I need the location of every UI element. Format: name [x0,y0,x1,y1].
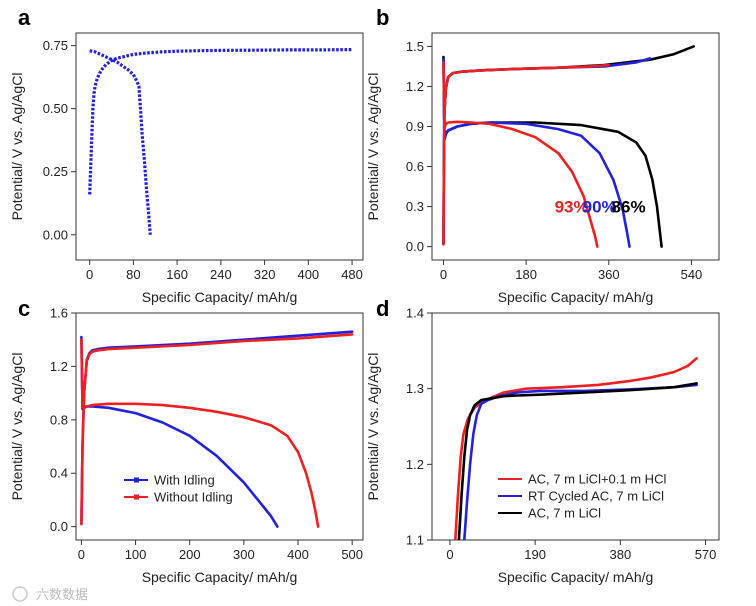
series-group [80,330,354,528]
legend-marker [134,477,139,483]
legend-label: AC, 7 m LiCl [528,506,601,521]
legend: AC, 7 m LiCl+0.1 m HCl RT Cycled AC, 7 m … [498,472,666,521]
x-tick-label: 570 [695,547,717,562]
x-tick-label: 190 [524,547,546,562]
x-axis-label: Specific Capacity/ mAh/g [142,289,298,305]
x-tick-label: 380 [609,547,631,562]
series-line-b-1 [442,55,663,248]
plot-frame [75,32,364,261]
y-tick-label: 0.4 [50,466,68,481]
retention-annotation: 86% [612,198,646,217]
panel-letter: a [18,5,31,30]
x-axis-label: Specific Capacity/ mAh/g [142,569,298,585]
legend-label: RT Cycled AC, 7 m LiCl [528,489,664,504]
x-tick-label: 0 [78,547,85,562]
x-tick-label: 240 [210,267,232,282]
x-tick-label: 80 [126,267,140,282]
x-tick-label: 360 [598,267,620,282]
y-tick-label: 1.2 [406,457,424,472]
y-tick-label: 1.5 [406,39,424,54]
y-tick-label: 0.6 [406,159,424,174]
panel-letter: d [376,296,389,321]
panel-a: a 0 80 160 240 320 400 480 0.00 0.25 0.50 0.75 Speci… [9,5,364,305]
y-axis-label: Potential/ V vs. Ag/AgCl [9,73,25,221]
x-tick-label: 100 [125,547,147,562]
x-tick-label: 320 [254,267,276,282]
legend-label: AC, 7 m LiCl+0.1 m HCl [528,472,666,487]
series-line-d-2 [457,382,698,540]
panel-b: b 0 180 360 540 0.0 0.3 0.6 0.9 1.2 1.5 Specific Ca… [365,5,720,305]
x-tick-label: 400 [297,267,319,282]
x-tick-label: 500 [341,547,363,562]
series-line-d-0 [453,357,698,540]
y-tick-label: 1.1 [406,533,424,548]
x-tick-label: 0 [446,547,453,562]
y-tick-label: 1.2 [406,79,424,94]
y-tick-label: 1.3 [406,381,424,396]
x-tick-label: 180 [515,267,537,282]
y-tick-label: 1.4 [406,306,424,321]
x-axis-label: Specific Capacity/ mAh/g [498,569,654,585]
series-group [88,48,353,235]
series-line-a-0 [88,48,353,195]
y-axis-label: Potential/ V vs. Ag/AgCl [365,353,381,501]
x-tick-label: 200 [179,547,201,562]
panel-letter: c [18,296,30,321]
series-line-b-4 [442,63,611,246]
series-line-b-5 [442,61,599,248]
series-line-b-3 [442,58,631,248]
y-tick-label: 0.8 [50,412,68,427]
watermark-text: 六数数据 [36,588,88,603]
y-tick-label: 0.3 [406,199,424,214]
y-tick-label: 0.0 [406,239,424,254]
panel-letter: b [376,5,389,30]
series-line-a-1 [89,49,152,235]
watermark-logo-icon [12,586,28,602]
series-group [453,357,698,540]
retention-annotation: 90% [583,198,617,217]
y-tick-label: 0.25 [43,164,68,179]
series-group [442,45,696,248]
x-tick-label: 0 [86,267,93,282]
y-axis-label: Potential/ V vs. Ag/AgCl [365,73,381,221]
x-tick-label: 300 [233,547,255,562]
y-tick-label: 0.50 [43,101,68,116]
y-tick-label: 0.0 [50,519,68,534]
retention-annotation: 93% [555,198,589,217]
y-tick-label: 1.6 [50,306,68,321]
legend-label: Without Idling [154,490,233,505]
panel-c: c 0 100 200 300 400 500 0.0 0.4 0.8 1.2 1.6 Specific… [9,296,364,585]
y-axis-label: Potential/ V vs. Ag/AgCl [9,353,25,501]
plot-frame [431,312,720,541]
series-line-c-2 [80,333,354,526]
y-tick-label: 1.2 [50,359,68,374]
y-tick-label: 0.00 [43,227,68,242]
legend-label: With Idling [154,473,215,488]
series-line-c-3 [80,338,320,528]
legend-marker [134,494,139,500]
legend: With Idling Without Idling [124,473,233,505]
plot-frame [75,312,364,541]
y-tick-label: 0.75 [43,38,68,53]
y-tick-label: 0.9 [406,119,424,134]
x-tick-label: 540 [681,267,703,282]
x-axis-label: Specific Capacity/ mAh/g [498,289,654,305]
panel-d: d 0 190 380 570 1.1 1.2 1.3 1.4 Specific Capacity… [365,296,720,585]
x-tick-label: 0 [440,267,447,282]
plot-frame [431,32,720,261]
x-tick-label: 160 [166,267,188,282]
x-tick-label: 400 [287,547,309,562]
x-tick-label: 480 [341,267,363,282]
